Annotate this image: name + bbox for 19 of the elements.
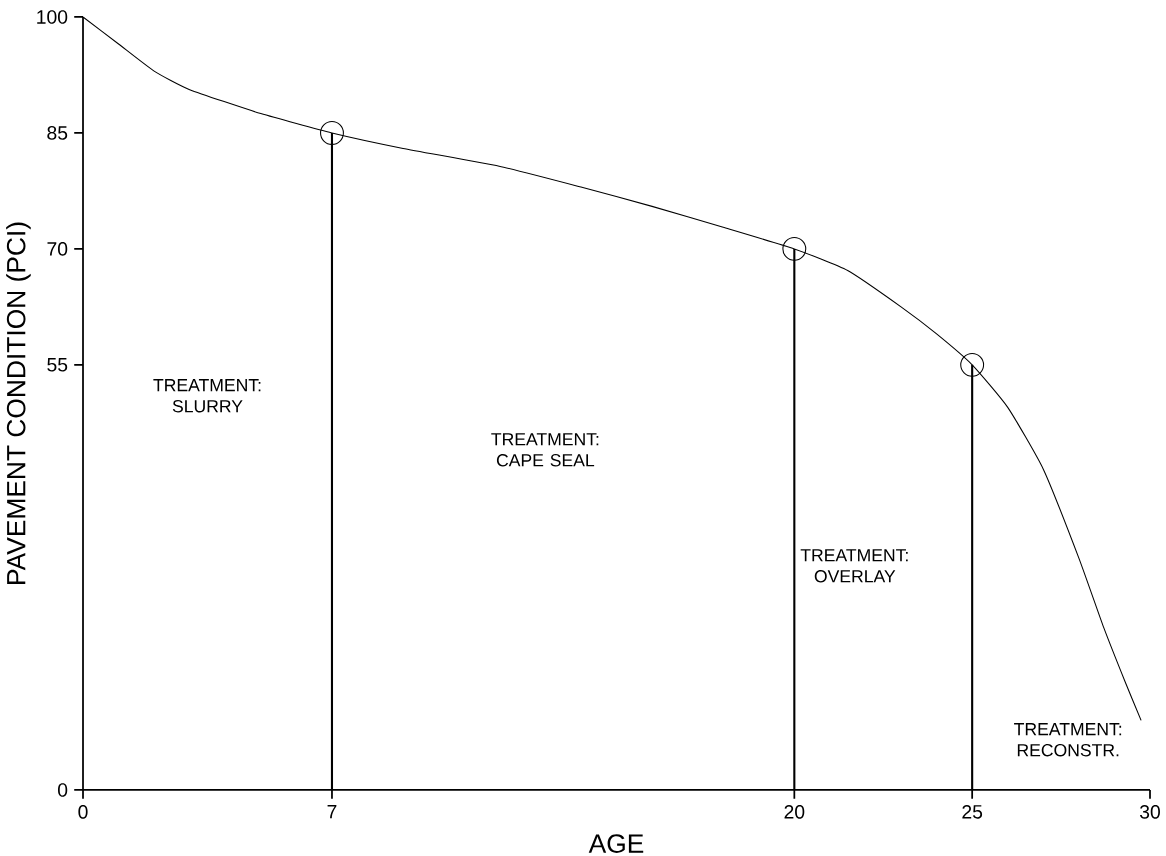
annotation: TREATMENT: RECONSTR. [1014,723,1122,757]
x-tick-label: 20 [784,805,805,819]
x-axis-title: AGE [588,834,644,853]
y-tick-label: 0 [58,783,68,797]
annotation: TREATMENT: SLURRY [153,379,261,413]
x-tick-label: 7 [327,804,337,819]
y-tick-label: 85 [47,126,68,140]
point [960,352,985,377]
annotation: TREATMENT: OVERLAY [800,549,908,583]
y-tick-label: 100 [37,10,68,24]
annotation: TREATMENT: CAPE SEAL [491,433,599,467]
y-tick-label: 55 [47,358,68,372]
x-tick-label: 25 [962,805,983,819]
point [782,236,807,261]
point [320,120,344,145]
y-tick-label: 70 [47,242,68,256]
x-tick-label: 30 [1139,805,1160,819]
y-axis-title: PAVEMENT CONDITION (PCI) [6,222,31,584]
x-tick-label: 0 [78,805,88,819]
